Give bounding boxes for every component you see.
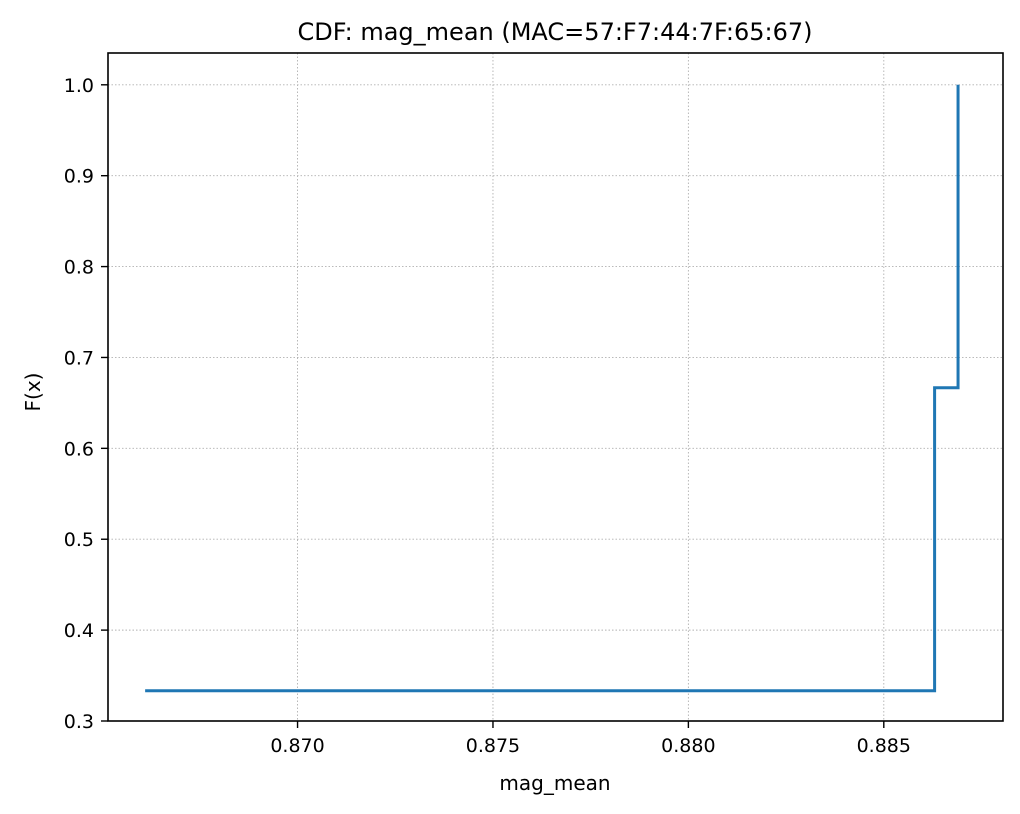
x-ticks: 0.870 0.875 0.880 0.885 [270, 721, 911, 757]
y-tick-label: 0.7 [64, 347, 94, 369]
y-tick-label: 0.4 [64, 620, 94, 642]
grid [108, 53, 1003, 722]
plot-frame [107, 52, 1004, 722]
chart-title: CDF: mag_mean (MAC=57:F7:44:7F:65:67) [297, 18, 812, 46]
y-ticks: 0.3 0.4 0.5 0.6 0.7 0.8 0.9 1.0 [64, 75, 108, 733]
y-tick-label: 0.5 [64, 529, 94, 551]
x-tick-label: 0.870 [270, 735, 324, 757]
y-tick-label: 0.3 [64, 711, 94, 733]
y-tick-label: 1.0 [64, 75, 94, 97]
x-tick-label: 0.875 [466, 735, 520, 757]
x-axis-label: mag_mean [499, 771, 610, 795]
y-axis-label: F(x) [21, 373, 45, 412]
y-tick-label: 0.9 [64, 166, 94, 188]
y-tick-label: 0.8 [64, 257, 94, 279]
y-tick-label: 0.6 [64, 438, 94, 460]
cdf-step-line [145, 84, 960, 693]
series-layer [145, 84, 960, 693]
x-tick-label: 0.885 [857, 735, 911, 757]
x-tick-label: 0.880 [661, 735, 715, 757]
